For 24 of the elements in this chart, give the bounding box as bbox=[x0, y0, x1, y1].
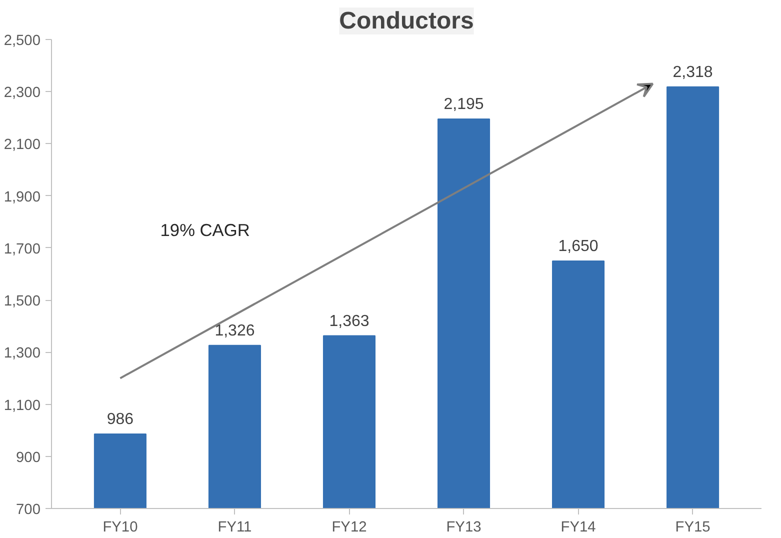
data-label: 2,318 bbox=[672, 64, 713, 81]
x-tick-label: FY12 bbox=[332, 520, 367, 536]
x-tick-label: FY13 bbox=[446, 520, 482, 536]
chart-title: Conductors bbox=[339, 8, 474, 34]
y-tick-label: 1,500 bbox=[4, 294, 41, 310]
y-tick-label: 700 bbox=[16, 502, 41, 518]
data-label: 2,195 bbox=[444, 96, 484, 113]
y-tick-label: 1,300 bbox=[4, 346, 41, 362]
y-tick-label: 1,700 bbox=[4, 241, 41, 258]
y-tick-label: 900 bbox=[16, 450, 41, 466]
y-tick-label: 2,300 bbox=[4, 85, 41, 102]
x-tick-label: FY10 bbox=[102, 520, 138, 536]
data-label: 986 bbox=[106, 410, 134, 428]
y-tick-label: 2,100 bbox=[4, 137, 41, 154]
x-tick-label: FY14 bbox=[560, 520, 596, 536]
y-tick-label: 1,900 bbox=[4, 189, 41, 206]
data-label: 1,650 bbox=[558, 238, 598, 255]
y-tick-label: 1,100 bbox=[4, 398, 41, 414]
data-label: 1,326 bbox=[214, 322, 255, 340]
x-tick-label: FY15 bbox=[675, 520, 710, 536]
data-label: 1,363 bbox=[329, 312, 370, 330]
x-tick-label: FY11 bbox=[218, 520, 252, 536]
annotation: 19% CAGR bbox=[160, 220, 250, 240]
y-tick-label: 2,500 bbox=[4, 33, 41, 49]
